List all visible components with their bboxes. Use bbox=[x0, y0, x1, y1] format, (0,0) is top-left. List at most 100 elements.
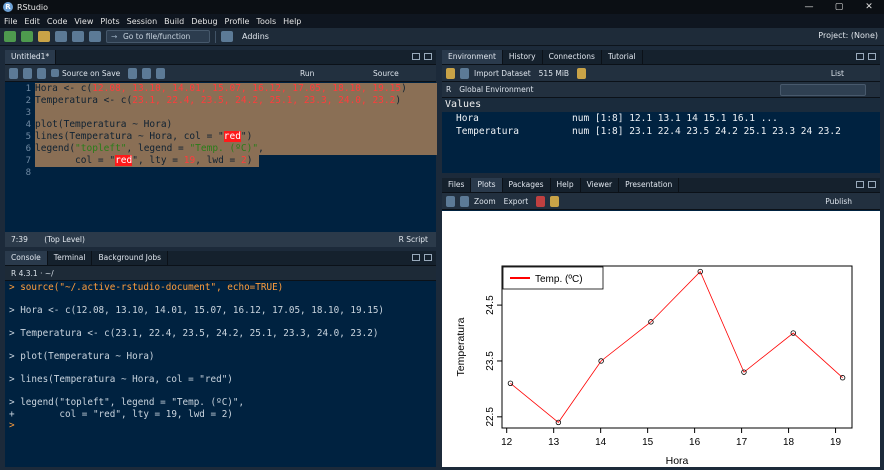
chart-svg: 12 13 14 15 16 17 18 19 22.5 23.5 24.5 Hora Temperat… bbox=[455, 265, 853, 467]
list-item[interactable]: Temperatura num [1:8] 23.1 22.4 23.5 24.2… bbox=[456, 126, 841, 137]
compile-report-icon[interactable] bbox=[156, 67, 166, 79]
pane-layout-icon[interactable] bbox=[221, 31, 233, 42]
tab-plots[interactable]: Plots bbox=[471, 178, 503, 192]
tab-help[interactable]: Help bbox=[551, 178, 581, 192]
open-file-icon[interactable] bbox=[38, 31, 50, 42]
tab-terminal[interactable]: Terminal bbox=[48, 251, 93, 265]
export-button[interactable]: Export bbox=[503, 196, 529, 206]
data-point bbox=[555, 419, 562, 426]
line-number: 6 bbox=[25, 144, 31, 154]
minimize-pane-icon[interactable] bbox=[856, 53, 864, 60]
import-dataset-button[interactable]: Import Dataset bbox=[474, 68, 531, 78]
project-menu[interactable]: Project: (None) bbox=[818, 31, 878, 40]
wand-icon[interactable] bbox=[142, 67, 152, 79]
menu-view[interactable]: View bbox=[74, 16, 94, 26]
source-on-save-label[interactable]: Source on Save bbox=[62, 68, 121, 78]
menu-code[interactable]: Code bbox=[46, 16, 68, 26]
new-project-icon[interactable] bbox=[21, 31, 33, 42]
run-button[interactable]: Run bbox=[300, 68, 315, 78]
tab-history[interactable]: History bbox=[503, 50, 543, 64]
minimize-button[interactable]: — bbox=[804, 2, 814, 12]
values-list: Values Hora num [1:8] 12.1 13.1 14 15.1 1… bbox=[442, 98, 880, 173]
broom-icon[interactable] bbox=[577, 67, 587, 79]
maximize-button[interactable]: ▢ bbox=[834, 2, 844, 12]
forward-icon[interactable] bbox=[460, 195, 469, 207]
minimize-pane-icon[interactable] bbox=[856, 181, 864, 188]
tab-files[interactable]: Files bbox=[442, 178, 472, 192]
language-select[interactable]: R bbox=[446, 85, 452, 94]
print-icon[interactable] bbox=[89, 31, 101, 42]
menu-edit[interactable]: Edit bbox=[24, 16, 40, 26]
menu-help[interactable]: Help bbox=[283, 16, 302, 26]
list-item[interactable]: Hora num [1:8] 12.1 13.1 14 15.1 16.1 ... bbox=[456, 113, 778, 124]
tab-console[interactable]: Console bbox=[5, 251, 48, 265]
code-area[interactable]: 1 2 3 4 5 6 7 8 Hora <- c(12.08, 13.10, … bbox=[5, 83, 437, 232]
menu-build[interactable]: Build bbox=[164, 16, 185, 26]
back-icon[interactable] bbox=[446, 195, 455, 207]
maximize-pane-icon[interactable] bbox=[868, 53, 876, 60]
tab-presentation[interactable]: Presentation bbox=[619, 178, 680, 192]
search-icon[interactable] bbox=[128, 67, 138, 79]
memory-usage[interactable]: 515 MiB bbox=[538, 68, 570, 78]
code-line-6: legend("topleft", legend = "Temp. (ºC)", bbox=[35, 143, 437, 155]
goto-file-input[interactable]: Go to file/function bbox=[106, 30, 210, 43]
tab-viewer[interactable]: Viewer bbox=[581, 178, 620, 192]
tab-connections[interactable]: Connections bbox=[543, 50, 602, 64]
console-pane: Console Terminal Background Jobs R 4.3.1… bbox=[5, 251, 436, 467]
console-line bbox=[9, 386, 436, 398]
zoom-button[interactable]: Zoom bbox=[474, 196, 496, 206]
remove-plot-icon[interactable] bbox=[536, 195, 546, 207]
broom-icon[interactable] bbox=[550, 195, 560, 207]
menu-plots[interactable]: Plots bbox=[100, 16, 120, 26]
list-view-menu[interactable]: List bbox=[830, 68, 844, 78]
file-type-indicator[interactable]: R Script bbox=[398, 235, 428, 244]
addins-menu[interactable]: Addins bbox=[242, 32, 269, 41]
back-icon[interactable] bbox=[9, 67, 18, 79]
open-icon[interactable] bbox=[446, 67, 455, 79]
tab-background-jobs[interactable]: Background Jobs bbox=[92, 251, 169, 265]
tab-packages[interactable]: Packages bbox=[503, 178, 551, 192]
close-button[interactable]: ✕ bbox=[865, 2, 873, 12]
maximize-pane-icon[interactable] bbox=[424, 254, 432, 261]
minimize-pane-icon[interactable] bbox=[412, 53, 420, 60]
maximize-pane-icon[interactable] bbox=[868, 181, 876, 188]
tab-environment[interactable]: Environment bbox=[442, 50, 503, 64]
console-prompt[interactable]: > bbox=[9, 420, 15, 431]
scope-select[interactable]: Global Environment bbox=[459, 85, 534, 94]
y-tick-label: 22.5 bbox=[485, 407, 496, 427]
console-line bbox=[9, 317, 436, 329]
console-line: + col = "red", lty = 19, lwd = 2) bbox=[9, 408, 233, 420]
code-line-1: Hora <- c(12.08, 13.10, 14.01, 15.07, 16… bbox=[35, 83, 437, 95]
data-point bbox=[741, 369, 747, 375]
console-line: > Hora <- c(12.08, 13.10, 14.01, 15.07, … bbox=[9, 305, 385, 316]
save-all-icon[interactable] bbox=[72, 31, 84, 42]
minimize-pane-icon[interactable] bbox=[412, 254, 420, 261]
tab-untitled1[interactable]: Untitled1* bbox=[5, 50, 57, 64]
forward-icon[interactable] bbox=[23, 67, 32, 79]
scope-indicator[interactable]: (Top Level) bbox=[44, 235, 85, 244]
toolbar-divider bbox=[215, 30, 216, 43]
environment-pane: Environment History Connections Tutorial… bbox=[442, 50, 880, 173]
series-line bbox=[510, 270, 843, 423]
environment-scope-bar: R Global Environment bbox=[442, 82, 880, 98]
publish-button[interactable]: Publish bbox=[825, 196, 852, 206]
tab-tutorial[interactable]: Tutorial bbox=[602, 50, 643, 64]
line-number: 1 bbox=[25, 84, 31, 94]
save-icon[interactable] bbox=[55, 31, 67, 42]
console-output[interactable]: > source("~/.active-rstudio-document", e… bbox=[5, 282, 436, 467]
save-icon[interactable] bbox=[460, 67, 469, 79]
console-line: > plot(Temperatura ~ Hora) bbox=[9, 351, 155, 362]
source-button[interactable]: Source bbox=[373, 68, 399, 78]
menu-session[interactable]: Session bbox=[126, 16, 158, 26]
save-icon[interactable] bbox=[37, 67, 46, 79]
environment-search-input[interactable] bbox=[780, 84, 866, 96]
checkbox-icon[interactable] bbox=[51, 69, 59, 77]
menu-profile[interactable]: Profile bbox=[224, 16, 250, 26]
menu-file[interactable]: File bbox=[4, 16, 18, 26]
menu-tools[interactable]: Tools bbox=[256, 16, 277, 26]
new-file-icon[interactable] bbox=[4, 31, 16, 42]
editor-status-bar: 7:39 (Top Level) R Script bbox=[5, 232, 436, 247]
y-tick-label: 24.5 bbox=[485, 295, 496, 315]
maximize-pane-icon[interactable] bbox=[424, 53, 432, 60]
menu-debug[interactable]: Debug bbox=[191, 16, 218, 26]
